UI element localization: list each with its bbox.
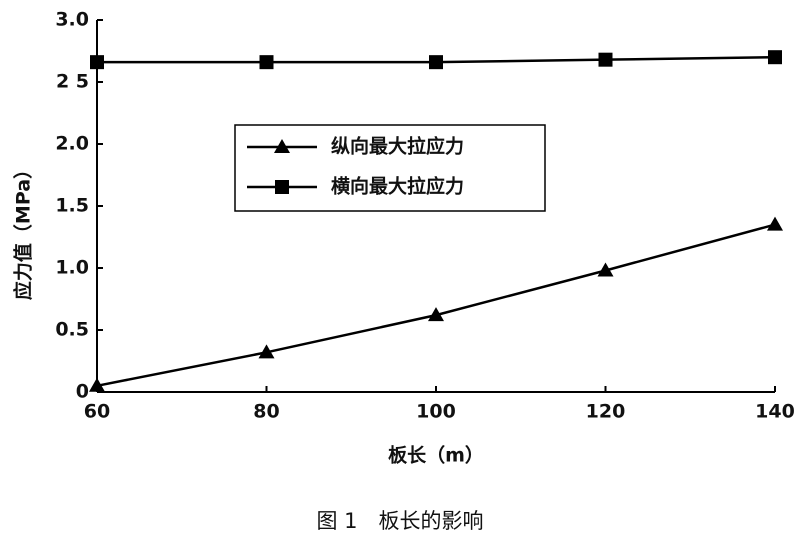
y-tick-label: 1.0 bbox=[55, 257, 89, 279]
marker bbox=[767, 216, 783, 231]
marker bbox=[258, 344, 275, 359]
y-tick-label: 3.0 bbox=[55, 9, 89, 31]
marker bbox=[428, 307, 444, 322]
marker bbox=[429, 55, 443, 70]
x-tick-label: 100 bbox=[416, 401, 456, 423]
marker bbox=[598, 52, 613, 67]
y-tick-label: 2 5 bbox=[56, 71, 89, 93]
x-tick-label: 120 bbox=[586, 401, 626, 423]
y-tick-label: 0 bbox=[76, 381, 89, 403]
marker bbox=[597, 262, 614, 277]
x-tick-label: 80 bbox=[253, 401, 279, 423]
x-axis-label: 板长（m） bbox=[388, 444, 484, 467]
legend-label: 横向最大拉应力 bbox=[331, 175, 464, 198]
marker bbox=[768, 50, 782, 65]
caption: 图 1 板长的影响 bbox=[316, 509, 483, 533]
y-axis-label: 应力值（MPa） bbox=[12, 160, 35, 300]
y-tick-label: 1.5 bbox=[55, 195, 89, 217]
y-tick-label: 0.5 bbox=[55, 319, 89, 341]
legend-marker bbox=[275, 180, 289, 194]
legend-box bbox=[234, 124, 546, 212]
y-tick-label: 2.0 bbox=[55, 133, 89, 155]
legend-label: 纵向最大拉应力 bbox=[331, 135, 464, 158]
marker bbox=[90, 55, 104, 70]
marker bbox=[89, 377, 105, 392]
legend-marker bbox=[274, 139, 290, 153]
marker bbox=[259, 55, 274, 70]
x-tick-label: 60 bbox=[84, 401, 110, 423]
series-line bbox=[96, 223, 776, 388]
x-tick-label: 140 bbox=[755, 401, 795, 423]
